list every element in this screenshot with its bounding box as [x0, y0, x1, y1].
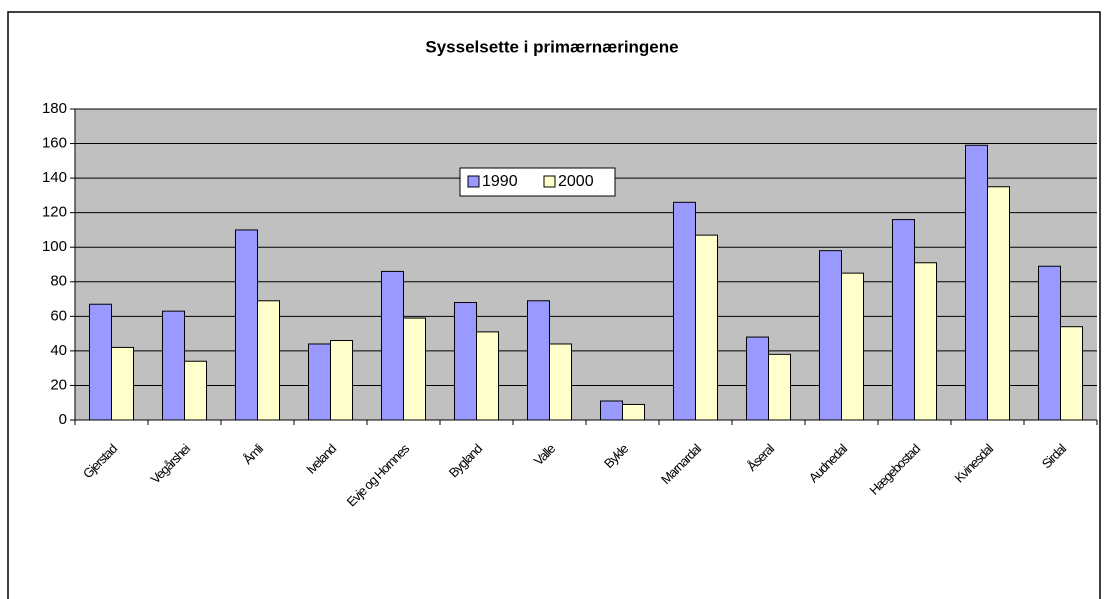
bar: [476, 331, 499, 421]
bar: [527, 300, 550, 421]
legend: 1990 2000: [459, 167, 616, 197]
bar: [308, 343, 331, 421]
bar: [600, 400, 623, 421]
y-tick-label: 160: [42, 135, 67, 152]
y-tick-label: 100: [42, 238, 67, 255]
bar: [622, 403, 645, 421]
chart-title: Sysselsette i primærnæringene: [425, 37, 678, 56]
y-tick-label: 20: [50, 376, 67, 393]
bar: [381, 270, 404, 421]
bar: [257, 300, 280, 421]
bar: [987, 186, 1010, 421]
bar: [965, 144, 988, 421]
bar: [162, 310, 185, 421]
bar: [768, 353, 791, 421]
bar: [549, 343, 572, 421]
bar: [746, 336, 769, 421]
bar: [914, 262, 937, 421]
legend-label: 2000: [558, 173, 594, 190]
y-tick-label: 120: [42, 204, 67, 221]
bar: [184, 360, 207, 421]
bar: [330, 340, 353, 421]
bar: [235, 229, 258, 421]
bar: [695, 234, 718, 421]
y-tick-label: 0: [59, 411, 67, 428]
bar: [892, 219, 915, 421]
plot-area: [75, 109, 1097, 420]
bar: [1060, 326, 1083, 421]
y-tick-label: 80: [50, 273, 67, 290]
y-tick-label: 40: [50, 342, 67, 359]
legend-box: [459, 167, 616, 197]
y-tick-label: 140: [42, 169, 67, 186]
bar: [454, 302, 477, 421]
bar: [841, 272, 864, 421]
legend-swatch: [543, 175, 556, 188]
bar: [111, 346, 134, 421]
bar: [89, 303, 112, 421]
bar: [673, 201, 696, 421]
y-tick-label: 60: [50, 307, 67, 324]
bar: [819, 250, 842, 421]
bar: [1038, 265, 1061, 421]
y-tick-label: 180: [42, 100, 67, 117]
legend-label: 1990: [482, 173, 518, 190]
bar: [403, 317, 426, 421]
legend-swatch: [467, 175, 480, 188]
